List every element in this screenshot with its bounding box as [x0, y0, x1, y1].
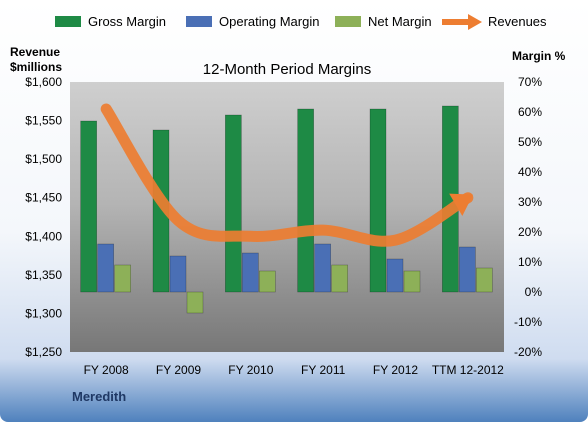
company-name: Meredith — [72, 389, 126, 404]
bar-gross-margin-fy-2011 — [297, 108, 314, 293]
left-axis-ticks: $1,250 $1,300 $1,350 $1,400 $1,450 $1,500 $1,5… — [25, 75, 62, 359]
right-tick-0: 0% — [525, 285, 543, 299]
left-tick-1-550: $1,550 — [25, 114, 62, 128]
bar-operating-margin-fy-2012 — [386, 258, 404, 293]
right-tick-10: 10% — [518, 255, 542, 269]
right-tick-70: 70% — [518, 75, 542, 89]
bar-gross-margin-fy-2010 — [225, 114, 242, 293]
revenues-arrowhead — [449, 193, 474, 217]
legend-swatch-net-margin — [335, 16, 361, 27]
right-axis-title: Margin % — [512, 49, 566, 63]
bar-net-margin-ttm-12-2012 — [476, 267, 493, 293]
x-axis-ticks: FY 2008 FY 2009 FY 2010 FY 2011 FY 2012 TTM 1… — [84, 363, 505, 377]
legend-swatch-operating-margin — [186, 16, 212, 27]
left-axis-title-line1: Revenue — [10, 45, 60, 59]
x-tick-ttm-12-2012: TTM 12-2012 — [432, 363, 504, 377]
right-tick-50: 50% — [518, 135, 542, 149]
right-tick-20: -20% — [514, 345, 542, 359]
right-tick-10: -10% — [514, 315, 542, 329]
bar-operating-margin-fy-2008 — [97, 243, 114, 293]
bar-net-margin-fy-2009 — [186, 291, 204, 314]
left-axis-title-line2: $millions — [10, 60, 62, 74]
x-tick-fy-2012: FY 2012 — [373, 363, 418, 377]
x-tick-fy-2008: FY 2008 — [84, 363, 129, 377]
legend-swatch-gross-margin — [55, 16, 81, 27]
bar-operating-margin-fy-2010 — [242, 252, 259, 293]
bar-operating-margin-fy-2011 — [314, 243, 331, 293]
bar-net-margin-fy-2012 — [403, 270, 421, 293]
revenues-line — [100, 103, 474, 247]
left-tick-1-450: $1,450 — [25, 191, 62, 205]
right-axis-ticks: -20% -10% 0% 10% 20% 30% 40% 50% 60% 70% — [514, 75, 542, 359]
legend-swatch-revenues — [442, 14, 482, 30]
legend-label-operating-margin: Operating Margin — [219, 14, 319, 29]
left-tick-1-350: $1,350 — [25, 268, 62, 282]
legend-label-revenues: Revenues — [488, 14, 547, 29]
x-tick-fy-2009: FY 2009 — [156, 363, 201, 377]
right-tick-20: 20% — [518, 225, 542, 239]
bar-net-margin-fy-2010 — [259, 270, 276, 293]
right-tick-60: 60% — [518, 105, 542, 119]
bar-operating-margin-ttm-12-2012 — [459, 246, 476, 293]
chart-title: 12-Month Period Margins — [203, 61, 371, 78]
bar-operating-margin-fy-2009 — [169, 255, 187, 293]
left-tick-1-400: $1,400 — [25, 229, 62, 243]
bar-gross-margin-fy-2008 — [80, 120, 97, 293]
left-tick-1-300: $1,300 — [25, 306, 62, 320]
right-tick-40: 40% — [518, 165, 542, 179]
bars-layer — [80, 105, 493, 314]
x-tick-fy-2010: FY 2010 — [228, 363, 273, 377]
x-tick-fy-2011: FY 2011 — [301, 363, 346, 377]
left-tick-1-600: $1,600 — [25, 75, 62, 89]
right-tick-30: 30% — [518, 195, 542, 209]
left-tick-1-500: $1,500 — [25, 152, 62, 166]
bar-gross-margin-fy-2012 — [369, 108, 387, 293]
legend: Gross Margin Operating Margin Net Margin… — [55, 14, 547, 30]
line-layer — [100, 103, 474, 247]
bar-net-margin-fy-2011 — [331, 264, 348, 293]
legend-label-gross-margin: Gross Margin — [88, 14, 166, 29]
legend-label-net-margin: Net Margin — [368, 14, 432, 29]
left-tick-1-250: $1,250 — [25, 345, 62, 359]
bar-net-margin-fy-2008 — [114, 264, 131, 293]
